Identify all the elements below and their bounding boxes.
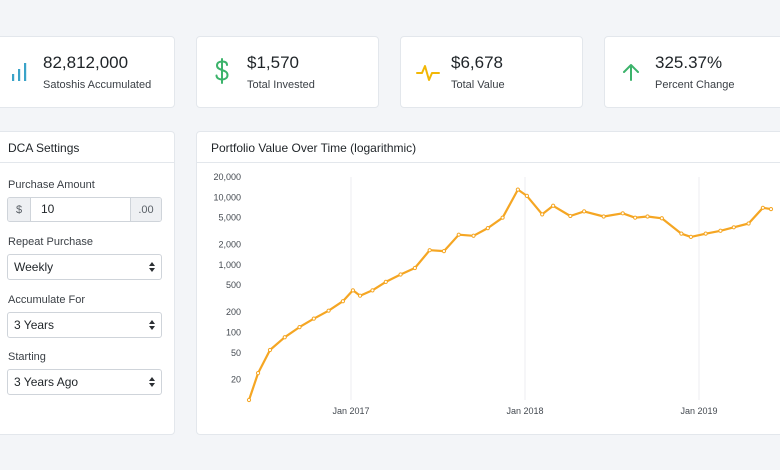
- data-point: [768, 206, 774, 212]
- stat-card-percent: 325.37% Percent Change: [604, 36, 780, 108]
- stat-value: $1,570: [247, 53, 299, 72]
- data-point: [731, 225, 736, 230]
- select-caret-icon: [149, 377, 155, 387]
- data-point: [246, 397, 252, 403]
- data-point: [441, 249, 447, 254]
- select-caret-icon: [149, 320, 155, 330]
- data-point: [427, 248, 432, 253]
- stat-value: 82,812,000: [43, 53, 129, 72]
- y-tick-label: 500: [226, 280, 241, 290]
- y-tick-label: 5,000: [218, 213, 241, 223]
- data-point: [659, 216, 664, 221]
- y-tick-label: 100: [226, 327, 241, 337]
- portfolio-chart-panel: Portfolio Value Over Time (logarithmic) …: [196, 131, 780, 435]
- repeat-purchase-label: Repeat Purchase: [8, 236, 93, 248]
- data-point: [760, 205, 765, 210]
- y-tick-label: 1,000: [218, 260, 241, 270]
- data-point: [282, 335, 287, 340]
- stat-card-value: $6,678 Total Value: [400, 36, 583, 108]
- stat-label: Satoshis Accumulated: [43, 79, 152, 91]
- stat-label: Percent Change: [655, 79, 735, 91]
- data-point: [515, 187, 520, 192]
- y-tick-label: 20,000: [213, 172, 241, 182]
- data-point: [679, 231, 684, 236]
- repeat-purchase-value: Weekly: [14, 260, 54, 274]
- data-point: [297, 324, 302, 330]
- data-point: [267, 347, 273, 353]
- panel-title: Portfolio Value Over Time (logarithmic): [211, 141, 417, 155]
- divider: [0, 162, 174, 163]
- data-point: [601, 214, 606, 219]
- dca-settings-panel: DCA Settings Purchase Amount $ 10 .00 Re…: [0, 131, 175, 435]
- data-point: [500, 215, 505, 220]
- data-point: [524, 193, 530, 199]
- y-tick-label: 2,000: [218, 240, 241, 250]
- stat-value: $6,678: [451, 53, 503, 72]
- x-tick-label: Jan 2017: [332, 406, 369, 416]
- data-point: [568, 213, 573, 219]
- portfolio-line-chart: Jan 2017 Jan 2018 Jan 2019 20 50 100 200 500 1,0…: [213, 172, 774, 416]
- data-point: [485, 226, 490, 231]
- x-tick-label: Jan 2018: [506, 406, 543, 416]
- data-point: [370, 288, 375, 293]
- data-point: [620, 211, 625, 216]
- accumulate-for-select[interactable]: 3 Years: [7, 312, 162, 338]
- starting-value: 3 Years Ago: [14, 375, 79, 389]
- purchase-amount-group: $ 10 .00: [7, 197, 162, 222]
- data-point: [551, 203, 556, 208]
- data-point: [357, 293, 363, 298]
- purchase-amount-label: Purchase Amount: [8, 179, 95, 191]
- data-point: [645, 214, 650, 219]
- stat-label: Total Value: [451, 79, 505, 91]
- arrow-up-icon: [621, 62, 641, 87]
- data-point: [412, 265, 417, 271]
- stat-card-satoshis: 82,812,000 Satoshis Accumulated: [0, 36, 175, 108]
- data-point: [718, 228, 723, 233]
- data-point: [471, 233, 476, 238]
- stat-value: 325.37%: [655, 53, 723, 72]
- x-tick-label: Jan 2019: [680, 406, 717, 416]
- data-point: [383, 279, 388, 285]
- portfolio-value-line: [247, 188, 772, 401]
- data-point: [350, 288, 356, 293]
- data-point: [326, 308, 331, 313]
- starting-select[interactable]: 3 Years Ago: [7, 369, 162, 395]
- purchase-amount-input[interactable]: 10: [41, 202, 55, 216]
- accumulate-for-label: Accumulate For: [8, 294, 86, 306]
- y-tick-label: 20: [231, 375, 241, 385]
- data-point: [540, 212, 545, 217]
- data-point: [456, 232, 461, 237]
- starting-label: Starting: [8, 351, 46, 363]
- data-point: [255, 371, 261, 376]
- y-tick-label: 200: [226, 307, 241, 317]
- data-point: [703, 231, 708, 236]
- select-caret-icon: [149, 262, 155, 272]
- stat-card-invested: $1,570 Total Invested: [196, 36, 379, 108]
- panel-title: DCA Settings: [8, 141, 80, 155]
- currency-addon: $: [8, 198, 31, 221]
- data-point: [688, 234, 694, 239]
- y-tick-label: 50: [231, 348, 241, 358]
- data-point: [398, 272, 403, 277]
- data-point: [633, 215, 638, 220]
- data-point: [582, 209, 587, 214]
- bar-chart-icon: [11, 62, 29, 87]
- data-point: [340, 299, 346, 304]
- data-point: [311, 316, 316, 321]
- cents-addon: .00: [130, 198, 161, 221]
- divider: [197, 162, 780, 163]
- dollar-icon: [212, 57, 232, 90]
- y-tick-label: 10,000: [213, 192, 241, 202]
- accumulate-for-value: 3 Years: [14, 318, 55, 332]
- stat-label: Total Invested: [247, 79, 315, 91]
- pulse-icon: [416, 63, 440, 88]
- repeat-purchase-select[interactable]: Weekly: [7, 254, 162, 280]
- data-point: [746, 221, 751, 226]
